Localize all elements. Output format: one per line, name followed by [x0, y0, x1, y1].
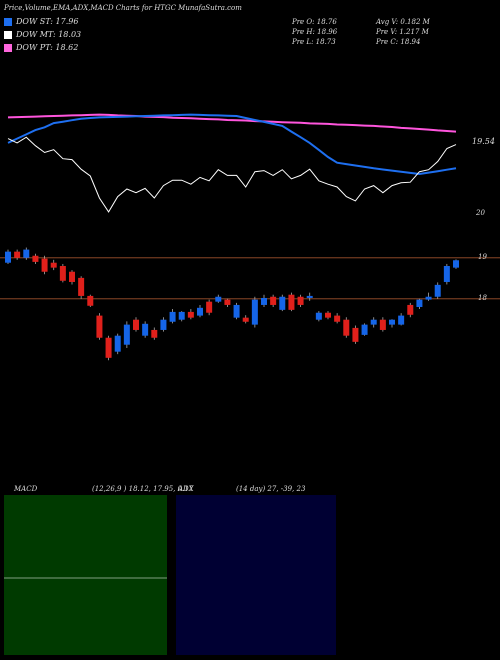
candle-body — [242, 317, 249, 322]
info-text: Pre H: 18.96 — [291, 28, 338, 36]
candle-body — [325, 312, 331, 318]
candle-body — [187, 311, 194, 318]
candle-body — [453, 260, 459, 268]
candle-body — [361, 324, 368, 335]
legend-swatch — [4, 18, 12, 26]
candle-body — [215, 296, 222, 302]
candle-body — [41, 258, 48, 272]
candle-body — [160, 319, 167, 330]
legend-label: DOW PT: 18.62 — [15, 43, 78, 52]
candle-body — [78, 277, 85, 296]
candle-body — [425, 296, 432, 300]
candle-body — [233, 304, 240, 318]
candle-body — [315, 312, 322, 320]
candle-body — [87, 295, 94, 306]
y-tick-label: 19 — [478, 253, 487, 261]
legend-label: DOW ST: 17.96 — [15, 17, 78, 26]
candle-body — [123, 324, 130, 345]
ema-line — [7, 136, 457, 213]
candle-body — [434, 284, 441, 297]
candle-body — [251, 299, 258, 325]
info-text: Pre O: 18.76 — [291, 18, 337, 26]
info-text: Pre V: 1.217 M — [375, 28, 430, 36]
candle-body — [178, 311, 185, 320]
page-title: Price,Volume,EMA,ADX,MACD Charts for HTG… — [3, 4, 242, 12]
candle-body — [297, 296, 304, 305]
candle-body — [443, 265, 450, 282]
candle-body — [370, 319, 377, 325]
candle-body — [224, 299, 231, 305]
candle-body — [151, 329, 158, 338]
candle-body — [142, 323, 149, 336]
y-tick-label: 18 — [478, 294, 487, 302]
candle-body — [306, 295, 313, 298]
price-annotation: 20 — [475, 209, 485, 217]
candle-body — [407, 304, 414, 315]
candle-body — [114, 335, 121, 352]
candle-body — [206, 301, 213, 313]
candle-body — [288, 294, 295, 310]
legend-swatch — [4, 31, 12, 39]
info-text: Pre C: 18.94 — [375, 38, 420, 46]
candle-body — [389, 319, 395, 325]
candle-body — [169, 311, 176, 322]
ema-line — [7, 113, 457, 133]
adx-panel — [176, 495, 336, 655]
adx-label: ADX — [177, 485, 195, 493]
candle-body — [50, 262, 57, 268]
candle-body — [59, 265, 66, 281]
legend-label: DOW MT: 18.03 — [15, 30, 81, 39]
candle-body — [197, 307, 203, 316]
candle-body — [105, 337, 112, 358]
candle-body — [379, 319, 386, 330]
ema-line — [7, 113, 457, 176]
candle-body — [261, 297, 267, 305]
info-text: Avg V: 0.182 M — [375, 18, 431, 26]
price-annotation: 19.54 — [472, 137, 495, 146]
candle-body — [96, 315, 103, 338]
candle-body — [352, 327, 359, 342]
candle-body — [398, 315, 405, 325]
candle-body — [5, 251, 11, 263]
candle-body — [270, 296, 277, 305]
candle-body — [23, 249, 30, 258]
macd-label: MACD — [13, 485, 38, 493]
macd-params: (12,26,9 ) 18.12, 17.95, 0.17 — [92, 485, 194, 493]
macd-panel — [4, 495, 167, 655]
candle-body — [334, 315, 341, 322]
candle-body — [133, 319, 139, 330]
candle-body — [279, 296, 286, 310]
candle-body — [32, 255, 39, 262]
info-text: Pre L: 18.73 — [291, 38, 336, 46]
adx-params: (14 day) 27, -39, 23 — [236, 485, 306, 493]
candle-body — [14, 251, 21, 258]
candle-body — [416, 299, 423, 307]
candle-body — [343, 319, 350, 336]
candle-body — [69, 271, 75, 282]
legend-swatch — [4, 44, 12, 52]
